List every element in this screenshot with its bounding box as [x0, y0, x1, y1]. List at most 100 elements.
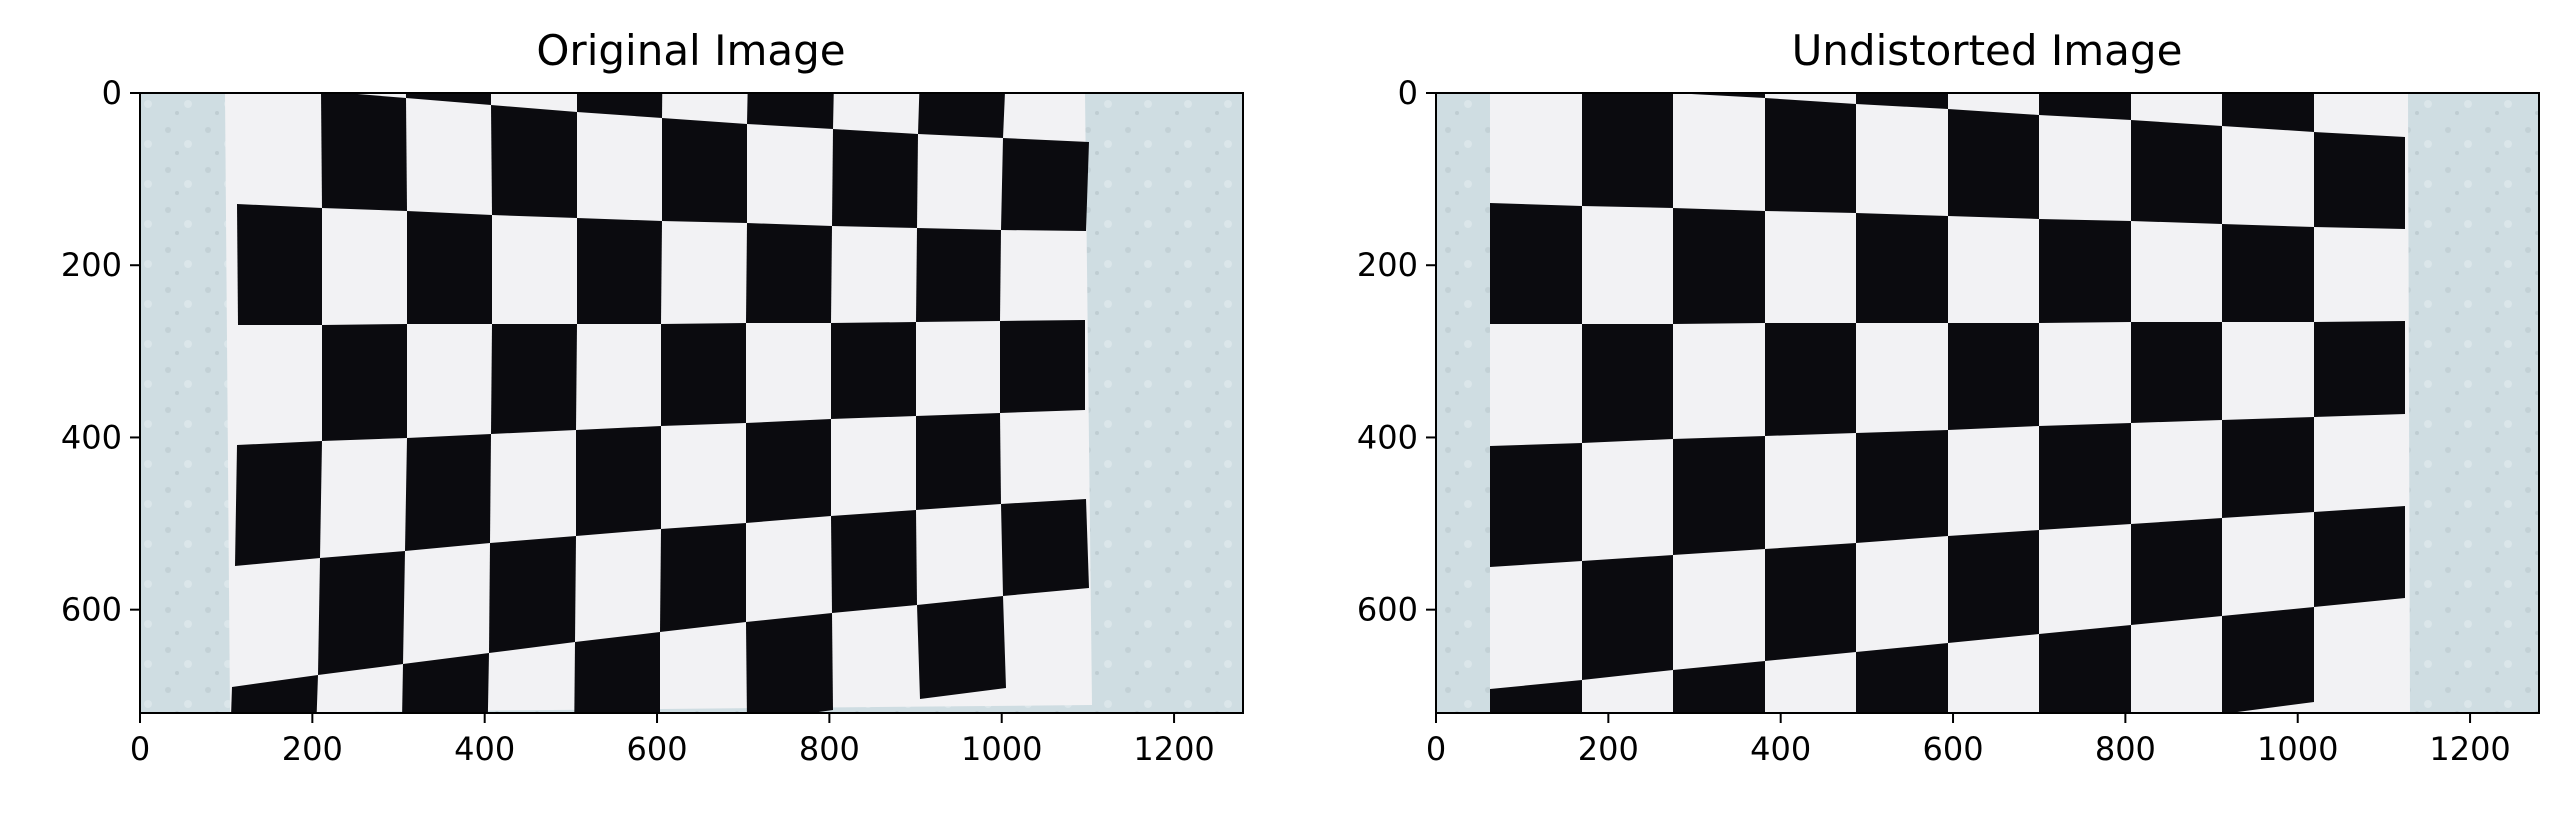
board-square	[2222, 93, 2314, 132]
board-square	[831, 510, 917, 613]
board-square	[489, 536, 576, 653]
x-tick-label: 0	[1426, 730, 1446, 768]
board-square	[1490, 0, 1582, 87]
board-square	[402, 653, 489, 713]
x-tick-label: 0	[130, 730, 150, 768]
board-square	[1673, 93, 1765, 98]
board-square	[1582, 324, 1673, 443]
board-square	[1673, 436, 1765, 555]
board-square	[1000, 320, 1085, 413]
panel-title: Undistorted Image	[1792, 26, 2183, 75]
x-tick-label: 400	[1750, 730, 1811, 768]
board-square	[747, 93, 834, 129]
board-square	[1490, 680, 1582, 713]
board-square	[2314, 132, 2405, 229]
y-tick-label: 600	[61, 591, 122, 629]
board-square	[661, 323, 746, 426]
axes-frame	[139, 92, 1244, 714]
x-tick-label: 400	[454, 730, 515, 768]
board-square	[2314, 506, 2405, 607]
board-square	[1948, 530, 2039, 643]
board-square	[2314, 321, 2405, 417]
board-square	[832, 129, 918, 228]
x-tick-label: 1000	[961, 730, 1042, 768]
board-square	[577, 93, 663, 118]
board-square	[2039, 625, 2131, 713]
board-square	[916, 413, 1001, 510]
board-square	[1490, 443, 1582, 567]
board-square	[1948, 323, 2039, 430]
board-square	[407, 211, 492, 324]
board-square	[660, 523, 746, 632]
board-square	[1673, 661, 1765, 713]
board-square	[2039, 219, 2131, 323]
panel-title: Original Image	[536, 26, 845, 75]
board-square	[1856, 643, 1948, 713]
board-square	[237, 204, 322, 325]
checkerboard-squares	[1490, 0, 2405, 713]
x-tick-label: 1200	[1133, 730, 1214, 768]
y-tick-label: 400	[61, 418, 122, 456]
panel-undistorted: Undistorted Image 0 200 400 600 800 1000 1200 …	[1357, 0, 2540, 768]
x-tick-label: 600	[1922, 730, 1983, 768]
board-square	[1948, 109, 2039, 219]
board-square	[1001, 499, 1089, 596]
board-square	[1856, 430, 1948, 543]
x-tick-label: 600	[626, 730, 687, 768]
board-square	[2039, 93, 2131, 120]
board-square	[2222, 417, 2314, 518]
board-square	[1765, 98, 1856, 213]
undistorted-image	[1436, 0, 2539, 713]
original-image	[140, 0, 1243, 713]
x-axis: 0 200 400 600 800 1000 1200	[130, 713, 1215, 768]
board-square	[918, 93, 1005, 138]
y-tick-label: 200	[61, 246, 122, 284]
board-square	[405, 93, 491, 105]
board-square	[577, 218, 662, 324]
board-square	[1490, 203, 1582, 324]
board-square	[2222, 607, 2314, 713]
board-square	[2131, 322, 2222, 423]
board-square	[1582, 93, 1673, 208]
y-tick-label: 0	[1398, 74, 1418, 112]
board-square	[1856, 213, 1948, 323]
board-square	[1673, 208, 1765, 324]
board-square	[233, 0, 321, 91]
panel-original: Original Image 0 200 400 600 800 1000 1200 0 20…	[61, 0, 1244, 768]
board-square	[491, 105, 577, 218]
board-square	[574, 632, 660, 713]
board-square	[746, 223, 832, 323]
board-square	[2131, 120, 2222, 224]
y-axis: 0 200 400 600	[61, 74, 140, 629]
board-square	[2039, 423, 2131, 530]
board-square	[831, 322, 916, 419]
board-square	[917, 596, 1006, 699]
board-square	[235, 441, 322, 566]
board-square	[321, 93, 407, 211]
axes-frame	[1435, 92, 2540, 714]
y-tick-label: 400	[1357, 418, 1418, 456]
board-square	[1765, 323, 1856, 436]
board-square	[746, 419, 831, 523]
x-axis: 0 200 400 600 800 1000 1200	[1426, 713, 2511, 768]
board-square	[405, 434, 491, 551]
x-tick-label: 1200	[2429, 730, 2510, 768]
board-square	[662, 118, 747, 223]
y-axis: 0 200 400 600	[1357, 74, 1436, 629]
x-tick-label: 800	[2095, 730, 2156, 768]
x-tick-label: 800	[799, 730, 860, 768]
x-tick-label: 200	[282, 730, 343, 768]
board-square	[746, 613, 833, 713]
y-tick-label: 0	[102, 74, 122, 112]
board-square	[916, 228, 1001, 322]
board-square	[1765, 543, 1856, 661]
board-square	[322, 324, 407, 441]
x-tick-label: 200	[1578, 730, 1639, 768]
board-square	[2222, 224, 2314, 322]
board-square	[231, 675, 318, 713]
board-square	[318, 551, 405, 675]
x-tick-label: 1000	[2257, 730, 2338, 768]
board-square	[2131, 518, 2222, 625]
y-tick-label: 600	[1357, 591, 1418, 629]
